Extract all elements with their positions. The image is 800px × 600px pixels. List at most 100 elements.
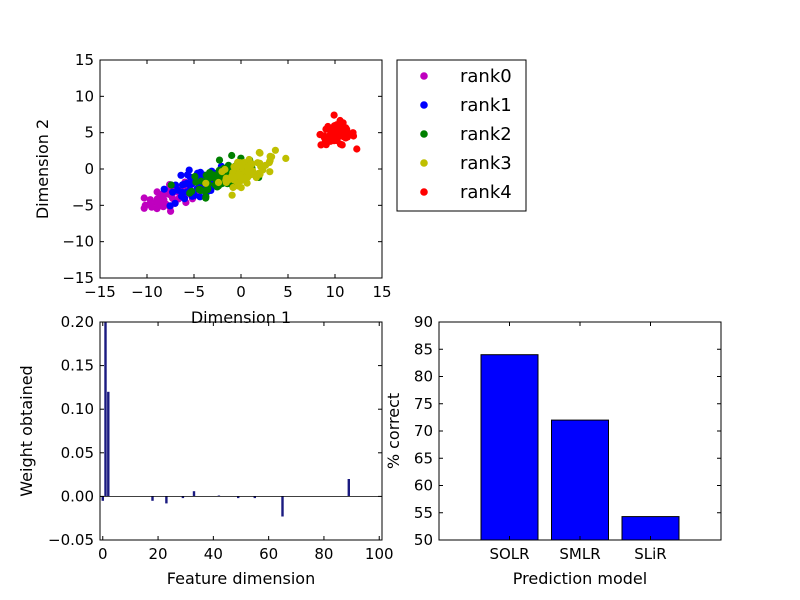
legend-marker-rank1 — [420, 101, 428, 109]
y-tick-label: 0 — [84, 160, 94, 178]
x-tick-label: 60 — [259, 545, 278, 563]
scatter-point-rank1 — [177, 171, 185, 179]
scatter-point-rank0 — [140, 194, 148, 202]
weight-bar — [101, 496, 104, 501]
scatter-plot: −15 −10 −5 0 5 10 15 15 10 5 0 −5 −10 −15 Dimension … — [33, 51, 392, 327]
scatter-point-rank3 — [237, 184, 245, 192]
scatter-point-rank2 — [188, 187, 196, 195]
scatter-point-rank1 — [171, 199, 179, 207]
legend-label: rank2 — [460, 124, 512, 145]
y-tick-label: 5 — [84, 124, 94, 142]
scatter-point-rank3 — [266, 158, 274, 166]
scatter-point-rank4 — [353, 145, 361, 153]
scatter-ylabel: Dimension 2 — [33, 119, 52, 219]
scatter-point-rank3 — [244, 163, 252, 171]
scatter-y-ticks: 15 10 5 0 −5 −10 −15 — [62, 51, 382, 287]
x-tick-label: 15 — [372, 283, 391, 301]
y-tick-label: 80 — [414, 368, 433, 386]
x-tick-label: SLiR — [634, 545, 666, 563]
scatter-point-rank0 — [153, 188, 161, 196]
weights-xlabel: Feature dimension — [167, 569, 315, 588]
x-tick-label: 100 — [365, 545, 394, 563]
y-tick-label: 85 — [414, 340, 433, 358]
weight-bar — [253, 496, 256, 499]
scatter-point-rank4 — [338, 141, 346, 149]
weight-bar — [217, 495, 221, 497]
scatter-point-rank3 — [234, 158, 242, 166]
weights-frame — [99, 321, 383, 541]
x-tick-label: 20 — [149, 545, 168, 563]
weight-bar — [107, 391, 110, 497]
scatter-point-rank3 — [214, 178, 223, 187]
x-tick-label: SOLR — [489, 545, 529, 563]
x-tick-label: −15 — [84, 283, 116, 301]
y-tick-label: 0.00 — [61, 487, 94, 505]
weight-bar — [151, 496, 154, 501]
scatter-point-rank3 — [240, 174, 249, 182]
y-tick-label: 15 — [75, 51, 94, 69]
scatter-point-rank1 — [177, 192, 186, 200]
weight-bar — [181, 496, 185, 499]
scatter-point-rank2 — [215, 156, 224, 164]
scatter-point-rank3 — [256, 170, 264, 178]
weight-bar — [165, 496, 168, 504]
x-tick-label: 10 — [325, 283, 344, 301]
scatter-point-rank0 — [159, 195, 167, 203]
weight-bar — [192, 491, 196, 497]
scatter-x-ticks: −15 −10 −5 0 5 10 15 — [84, 60, 392, 301]
legend-marker-rank0 — [420, 72, 428, 80]
scatter-point-rank2 — [208, 171, 216, 179]
y-tick-label: −15 — [62, 269, 94, 287]
legend-marker-rank3 — [420, 159, 428, 167]
x-tick-label: 40 — [204, 545, 223, 563]
weight-bar — [104, 322, 107, 497]
weights-y-ticks: 0.20 0.15 0.10 0.05 0.00 −0.05 — [48, 313, 382, 549]
y-tick-label: 0.15 — [61, 357, 94, 375]
accuracy-ylabel: % correct — [384, 393, 403, 469]
accuracy-plot: SOLR SMLR SLiR 90 85 80 75 70 65 60 55 50 Predicti… — [384, 313, 722, 588]
x-tick-label: 80 — [314, 545, 333, 563]
y-tick-label: 70 — [414, 422, 433, 440]
scatter-point-rank1 — [174, 186, 182, 194]
scatter-point-rank3 — [222, 174, 230, 182]
y-tick-label: −0.05 — [48, 531, 94, 549]
x-tick-label: −10 — [131, 283, 163, 301]
scatter-point-rank2 — [167, 181, 175, 189]
legend-marker-rank4 — [420, 188, 428, 196]
scatter-point-rank3 — [271, 146, 279, 154]
y-tick-label: −5 — [72, 196, 94, 214]
accuracy-bar-SOLR — [480, 354, 539, 541]
scatter-point-rank1 — [186, 181, 194, 189]
scatter-point-rank4 — [342, 134, 350, 142]
accuracy-bar-SMLR — [551, 419, 609, 541]
scatter-point-rank3 — [218, 168, 226, 176]
scatter-point-rank2 — [202, 194, 210, 202]
x-tick-label: 0 — [236, 283, 246, 301]
y-tick-label: 65 — [414, 449, 433, 467]
legend-box — [396, 59, 527, 212]
scatter-xlabel: Dimension 1 — [191, 308, 291, 327]
y-tick-label: 60 — [414, 477, 433, 495]
scatter-point-rank1 — [160, 185, 168, 193]
weight-bars — [101, 322, 350, 517]
legend: rank0 rank1 rank2 rank3 rank4 — [396, 59, 527, 212]
legend-label: rank0 — [460, 66, 512, 87]
scatter-point-rank4 — [330, 111, 338, 119]
weight-bar — [237, 496, 240, 499]
x-tick-label: −5 — [183, 283, 205, 301]
scatter-point-rank3 — [266, 168, 274, 176]
x-tick-label: 5 — [283, 283, 293, 301]
weight-bar — [281, 496, 284, 517]
scatter-points — [140, 111, 361, 215]
legend-label: rank4 — [460, 182, 512, 203]
scatter-point-rank4 — [326, 124, 334, 132]
scatter-point-rank3 — [231, 173, 239, 181]
accuracy-bars — [480, 354, 680, 541]
legend-marker-rank2 — [420, 130, 428, 138]
x-tick-label: SMLR — [559, 545, 600, 563]
weights-plot: 0 20 40 60 80 100 0.20 0.15 0.10 0.05 0.00 −0.05 F… — [17, 313, 394, 588]
y-tick-label: 10 — [75, 87, 94, 105]
y-tick-label: 50 — [414, 531, 433, 549]
scatter-point-rank2 — [228, 151, 236, 160]
